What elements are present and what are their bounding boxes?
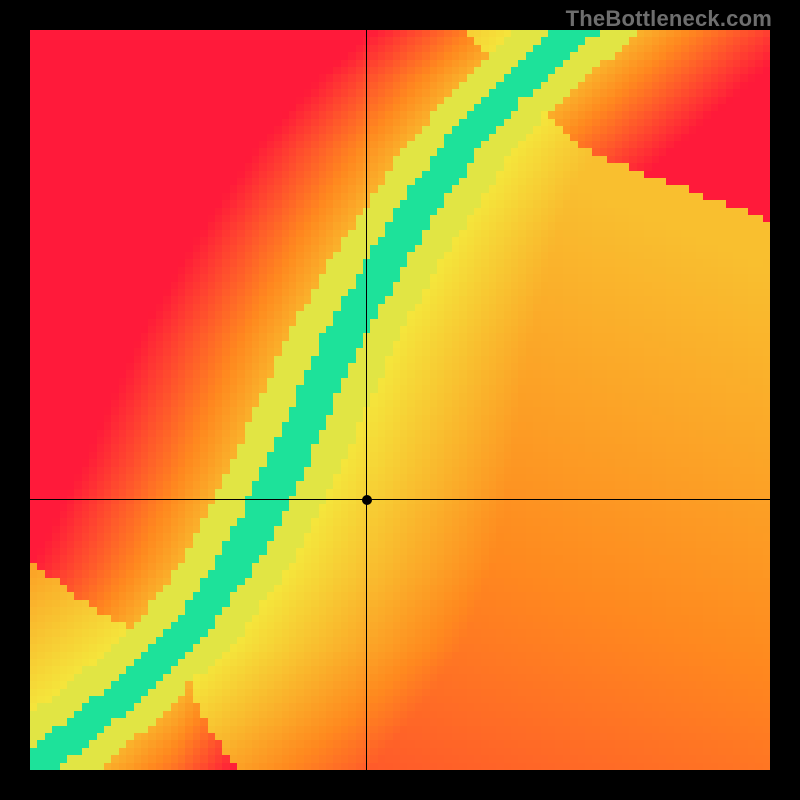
crosshair-horizontal xyxy=(30,499,770,500)
watermark-text: TheBottleneck.com xyxy=(566,6,772,32)
chart-frame: TheBottleneck.com xyxy=(0,0,800,800)
crosshair-dot xyxy=(362,495,372,505)
bottleneck-heatmap xyxy=(30,30,770,770)
crosshair-vertical xyxy=(366,30,367,770)
